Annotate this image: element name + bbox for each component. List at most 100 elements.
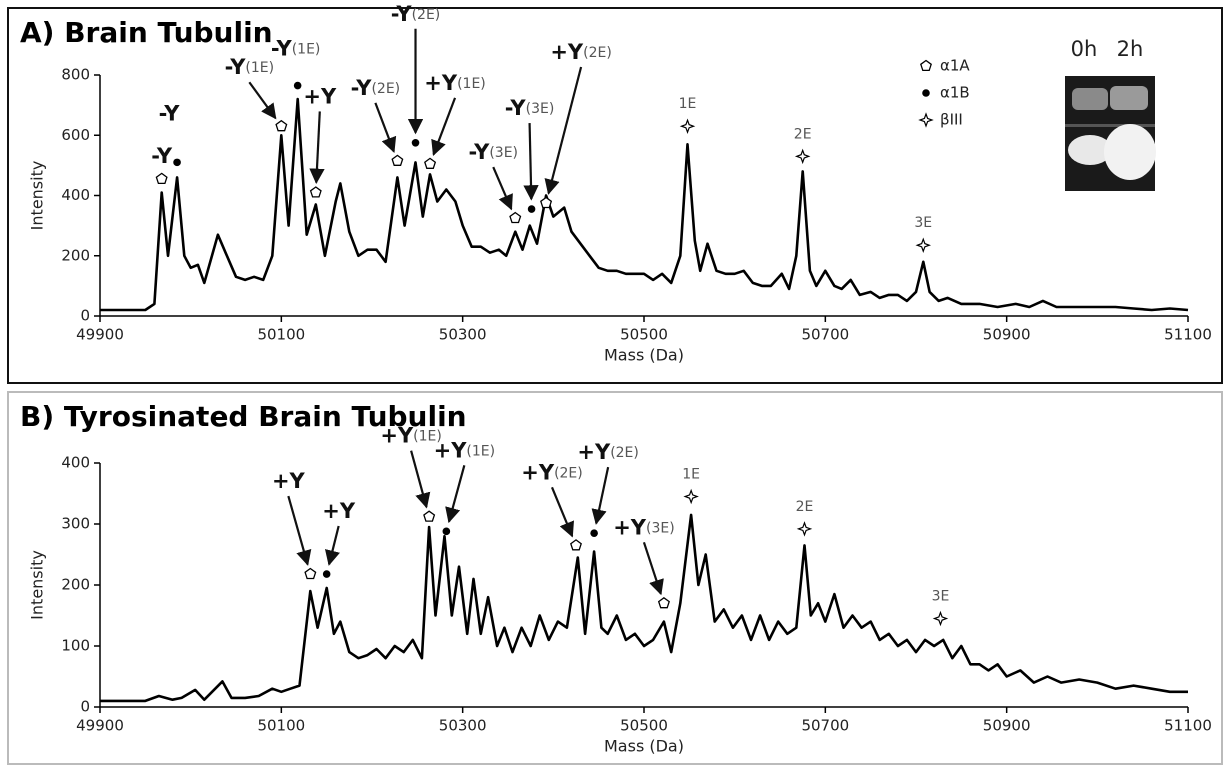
annotation-label: -Y(2E)	[391, 2, 441, 26]
chart-title: A) Brain Tubulin	[20, 16, 273, 49]
annotation-arrow	[492, 166, 513, 211]
marker-pentagon	[657, 596, 670, 609]
annotation-arrow	[544, 66, 583, 195]
annotation-label: 1E	[682, 467, 700, 483]
x-tick-label: 51100	[1164, 326, 1212, 344]
annotation-text: -Y	[225, 55, 247, 79]
annotation-arrow	[324, 525, 340, 566]
y-tick-label: 800	[61, 66, 90, 84]
annotation-text: +Y	[613, 515, 647, 539]
marker-dot	[590, 529, 598, 537]
marker-pentagon	[540, 196, 553, 209]
x-tick-label: 50700	[801, 717, 849, 735]
annotation-label: 3E	[914, 215, 932, 231]
chart-title: B) Tyrosinated Brain Tubulin	[20, 400, 467, 433]
annotation-label: +Y(1E)	[424, 71, 486, 95]
annotation-arrow	[523, 123, 539, 201]
annotation-sub: 1E	[682, 467, 700, 483]
annotation-sub: (2E)	[610, 445, 639, 461]
marker-star	[794, 148, 811, 165]
annotation-text: +Y	[380, 424, 414, 448]
y-tick-label: 400	[61, 454, 90, 472]
annotation-sub: (3E)	[526, 101, 555, 117]
annotation-sub: (3E)	[489, 145, 518, 161]
annotation-text: +Y	[550, 40, 584, 64]
annotation-text: +Y	[424, 71, 458, 95]
annotation-arrow	[431, 97, 457, 156]
y-tick-label: 600	[61, 126, 90, 144]
spectrum-line	[100, 97, 1189, 312]
marker-pentagon	[509, 211, 522, 224]
annotation-sub: (2E)	[412, 7, 441, 23]
annotation-arrow	[591, 466, 610, 525]
marker-dot	[173, 158, 181, 167]
annotation-label: 1E	[679, 96, 697, 112]
annotation-label: +Y(2E)	[577, 440, 639, 464]
x-tick-label: 50900	[983, 717, 1031, 735]
y-tick-label: 300	[61, 515, 90, 533]
annotation-label: 2E	[794, 126, 812, 142]
annotation-sub: (3E)	[646, 520, 675, 536]
annotation-text: +Y	[577, 440, 611, 464]
annotation-arrow	[445, 465, 466, 524]
annotation-text: -Y	[271, 37, 293, 61]
annotation-sub: (1E)	[292, 42, 321, 58]
y-tick-label: 0	[80, 307, 90, 325]
annotation-text: +Y	[272, 469, 306, 493]
annotation-text: -Y	[391, 2, 413, 26]
annotation-label: -Y(1E)	[271, 37, 321, 61]
marker-dot	[527, 205, 536, 213]
annotation-text: -Y	[151, 144, 173, 168]
annotation-text: +Y	[322, 499, 356, 523]
x-tick-label: 50100	[257, 717, 305, 735]
annotation-sub: 3E	[932, 589, 950, 605]
marker-star	[915, 237, 932, 253]
annotation-label: +Y(1E)	[380, 424, 442, 448]
panel-b-frame	[7, 391, 1223, 765]
x-tick-label: 50900	[983, 326, 1031, 344]
legend-label: α1B	[940, 84, 970, 102]
marker-dot	[922, 89, 930, 97]
legend-label: α1A	[940, 57, 970, 75]
annotation-arrow	[374, 102, 397, 153]
y-axis-title: Intensity	[28, 550, 47, 620]
annotation-sub: 2E	[794, 126, 812, 142]
annotation-label: -Y(2E)	[351, 76, 401, 100]
annotation-arrow	[410, 450, 431, 509]
annotation-sub: (2E)	[554, 465, 583, 481]
marker-star	[679, 118, 696, 134]
annotation-sub: 3E	[914, 215, 932, 231]
marker-star	[918, 112, 934, 128]
x-tick-label: 51100	[1164, 717, 1212, 735]
annotation-label: +Y	[272, 469, 306, 493]
y-tick-label: 200	[61, 246, 90, 264]
annotation-label: +Y(2E)	[550, 40, 612, 64]
marker-pentagon	[309, 186, 322, 198]
x-tick-label: 50500	[620, 717, 668, 735]
annotation-sub: (2E)	[583, 45, 612, 61]
annotation-arrow	[309, 111, 325, 185]
annotation-text: -Y	[468, 140, 490, 164]
x-tick-label: 49900	[76, 717, 124, 735]
annotation-text: +Y	[434, 438, 468, 462]
annotation-sub: (1E)	[466, 443, 495, 459]
marker-pentagon	[391, 154, 404, 166]
x-tick-label: 50700	[801, 326, 849, 344]
annotation-label: 3E	[932, 589, 950, 605]
annotation-text: -Y	[351, 76, 373, 100]
x-tick-label: 50500	[620, 326, 668, 344]
annotation-label: 2E	[796, 499, 814, 515]
x-axis-title: Mass (Da)	[604, 737, 684, 756]
annotation-sub: (1E)	[245, 60, 274, 76]
marker-dot	[411, 138, 420, 147]
x-tick-label: 50300	[439, 326, 487, 344]
marker-pentagon	[155, 172, 168, 185]
marker-dot	[442, 527, 451, 536]
marker-pentagon	[920, 59, 932, 72]
marker-dot	[322, 570, 331, 578]
annotation-label: +Y	[303, 84, 337, 108]
annotation-sub: 2E	[796, 499, 814, 515]
annotation-text: +Y	[521, 460, 555, 484]
annotation-label: -Y(3E)	[468, 140, 518, 164]
marker-star	[796, 521, 813, 537]
